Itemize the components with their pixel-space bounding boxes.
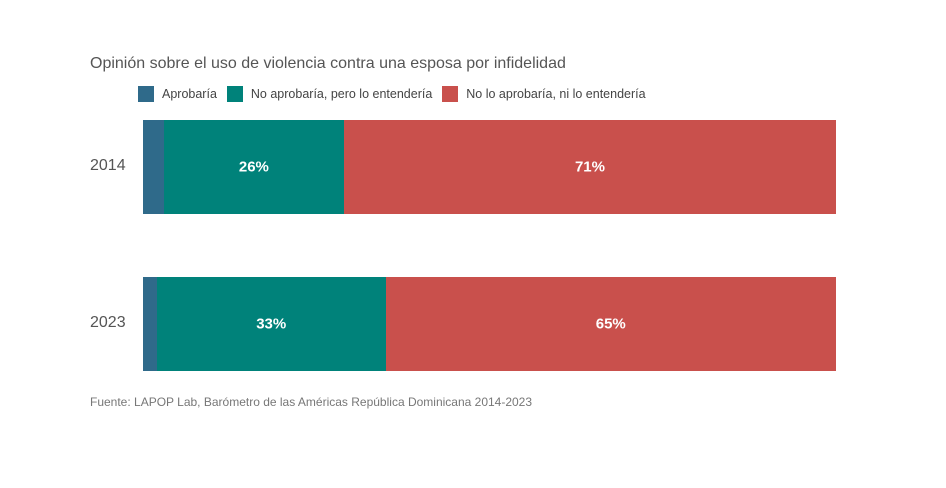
bar-segment <box>343 120 836 214</box>
data-label: 33% <box>256 315 287 333</box>
source-note: Fuente: LAPOP Lab, Barómetro de las Amér… <box>90 395 533 409</box>
legend-label-aprobaria: Aprobaría <box>162 87 217 101</box>
chart-title: Opinión sobre el uso de violencia contra… <box>90 55 566 72</box>
legend-label-no-aprobaria-entenderia: No aprobaría, pero lo entendería <box>250 87 433 101</box>
legend-item-no-aprobaria-ni-entenderia: No lo aprobaría, ni lo entendería <box>442 86 646 102</box>
legend-item-no-aprobaria-entenderia: No aprobaría, pero lo entendería <box>226 86 433 102</box>
data-label: 65% <box>595 315 626 333</box>
bar-segment <box>385 277 836 371</box>
bar-segment <box>143 277 157 371</box>
bar-segment <box>163 120 344 214</box>
legend-item-aprobaria: Aprobaría <box>138 86 217 102</box>
data-label: 26% <box>238 158 269 176</box>
legend: Aprobaría No aprobaría, pero lo entender… <box>138 86 656 102</box>
data-label: 71% <box>574 158 605 176</box>
legend-swatch-no-aprobaria-ni-entenderia <box>442 86 459 102</box>
y-tick-label: 2014 <box>90 157 126 174</box>
bar-segment <box>156 277 386 371</box>
bar-segment <box>143 120 164 214</box>
legend-swatch-aprobaria <box>138 86 154 102</box>
legend-label-no-aprobaria-ni-entenderia: No lo aprobaría, ni lo entendería <box>466 87 646 101</box>
y-tick-label: 2023 <box>90 314 126 331</box>
legend-swatch-no-aprobaria-entenderia <box>226 86 243 102</box>
